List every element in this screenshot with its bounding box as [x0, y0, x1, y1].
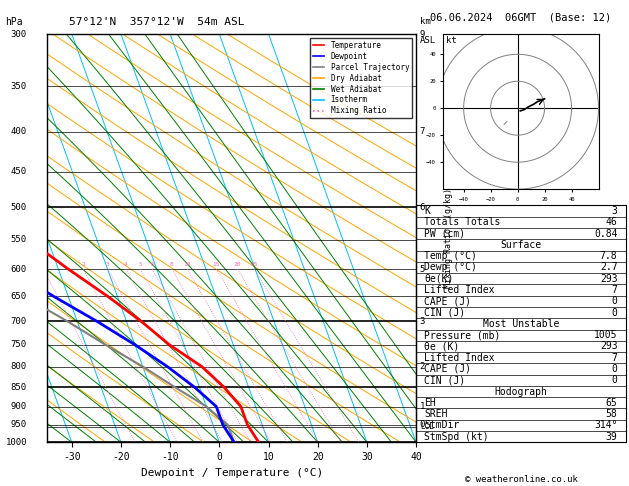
Text: 4: 4 — [124, 262, 128, 267]
Text: 400: 400 — [11, 127, 27, 136]
Text: 10: 10 — [184, 262, 191, 267]
Text: 1: 1 — [420, 402, 425, 411]
Text: 65: 65 — [606, 398, 618, 408]
Text: SREH: SREH — [425, 409, 448, 419]
Text: 5: 5 — [138, 262, 142, 267]
Text: Mixing Ratio  (g/kg): Mixing Ratio (g/kg) — [443, 188, 453, 288]
Text: 7: 7 — [420, 127, 425, 136]
Text: 293: 293 — [600, 342, 618, 351]
Text: Most Unstable: Most Unstable — [483, 319, 559, 329]
Text: θe(K): θe(K) — [425, 274, 454, 284]
Text: 850: 850 — [11, 382, 27, 392]
Text: PW (cm): PW (cm) — [425, 229, 465, 239]
Text: 314°: 314° — [594, 420, 618, 430]
Text: 750: 750 — [11, 340, 27, 349]
Text: 0: 0 — [611, 375, 618, 385]
Text: 2.7: 2.7 — [600, 262, 618, 273]
Text: hPa: hPa — [5, 17, 23, 27]
Text: 350: 350 — [11, 82, 27, 91]
Text: Temp (°C): Temp (°C) — [425, 251, 477, 261]
Text: km: km — [420, 17, 430, 26]
Text: 39: 39 — [606, 432, 618, 442]
Text: Totals Totals: Totals Totals — [425, 217, 501, 227]
Text: 300: 300 — [11, 30, 27, 38]
Text: StmSpd (kt): StmSpd (kt) — [425, 432, 489, 442]
Text: 2: 2 — [81, 262, 85, 267]
Text: 15: 15 — [213, 262, 220, 267]
Text: Surface: Surface — [501, 240, 542, 250]
Text: 0.84: 0.84 — [594, 229, 618, 239]
Text: 0: 0 — [611, 364, 618, 374]
Text: 3: 3 — [106, 262, 109, 267]
Text: 3: 3 — [611, 206, 618, 216]
Text: Hodograph: Hodograph — [494, 386, 547, 397]
Text: CAPE (J): CAPE (J) — [425, 364, 472, 374]
Text: 1005: 1005 — [594, 330, 618, 340]
Text: 57°12'N  357°12'W  54m ASL: 57°12'N 357°12'W 54m ASL — [69, 17, 245, 27]
Text: 46: 46 — [606, 217, 618, 227]
Text: 7: 7 — [611, 353, 618, 363]
Text: 7.8: 7.8 — [600, 251, 618, 261]
Text: 700: 700 — [11, 317, 27, 326]
Text: kt: kt — [446, 36, 457, 46]
Text: 5: 5 — [420, 264, 425, 274]
Text: 20: 20 — [234, 262, 242, 267]
Text: 550: 550 — [11, 235, 27, 244]
Text: CIN (J): CIN (J) — [425, 308, 465, 317]
Text: 293: 293 — [600, 274, 618, 284]
Text: 450: 450 — [11, 167, 27, 176]
Text: © weatheronline.co.uk: © weatheronline.co.uk — [465, 474, 577, 484]
Text: LCL: LCL — [420, 422, 433, 431]
Text: 6: 6 — [150, 262, 154, 267]
Text: 650: 650 — [11, 292, 27, 301]
Text: Pressure (mb): Pressure (mb) — [425, 330, 501, 340]
Text: θe (K): θe (K) — [425, 342, 460, 351]
Text: 0: 0 — [611, 296, 618, 306]
Text: 3: 3 — [420, 317, 425, 326]
Text: 0: 0 — [611, 308, 618, 317]
Text: 58: 58 — [606, 409, 618, 419]
Text: 2: 2 — [420, 362, 425, 371]
Text: 25: 25 — [251, 262, 259, 267]
Text: 0: 0 — [420, 420, 425, 429]
Text: 8: 8 — [170, 262, 174, 267]
Text: 06.06.2024  06GMT  (Base: 12): 06.06.2024 06GMT (Base: 12) — [430, 12, 611, 22]
Text: Lifted Index: Lifted Index — [425, 353, 495, 363]
Text: CIN (J): CIN (J) — [425, 375, 465, 385]
Text: 1000: 1000 — [6, 438, 27, 447]
Text: ASL: ASL — [420, 36, 436, 45]
Text: EH: EH — [425, 398, 437, 408]
Text: 900: 900 — [11, 402, 27, 411]
Text: 9: 9 — [420, 30, 425, 38]
Legend: Temperature, Dewpoint, Parcel Trajectory, Dry Adiabat, Wet Adiabat, Isotherm, Mi: Temperature, Dewpoint, Parcel Trajectory… — [310, 38, 412, 119]
Text: 800: 800 — [11, 362, 27, 371]
Text: Dewp (°C): Dewp (°C) — [425, 262, 477, 273]
Text: 500: 500 — [11, 203, 27, 212]
Text: StmDir: StmDir — [425, 420, 460, 430]
X-axis label: Dewpoint / Temperature (°C): Dewpoint / Temperature (°C) — [140, 468, 323, 478]
Text: CAPE (J): CAPE (J) — [425, 296, 472, 306]
Text: 6: 6 — [420, 203, 425, 212]
Text: 600: 600 — [11, 264, 27, 274]
Text: Lifted Index: Lifted Index — [425, 285, 495, 295]
Text: 7: 7 — [611, 285, 618, 295]
Text: K: K — [425, 206, 430, 216]
Text: 950: 950 — [11, 420, 27, 429]
